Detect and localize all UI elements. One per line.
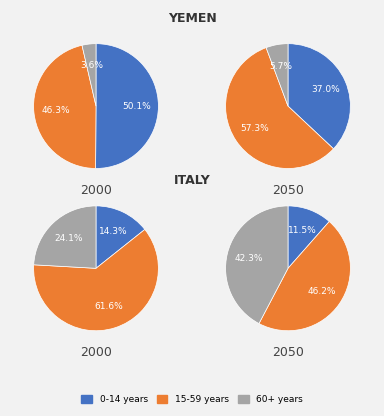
- Text: 14.3%: 14.3%: [99, 227, 128, 236]
- Wedge shape: [288, 206, 329, 268]
- Text: 3.6%: 3.6%: [80, 61, 103, 70]
- Wedge shape: [34, 206, 96, 268]
- Text: 46.3%: 46.3%: [41, 106, 70, 115]
- Wedge shape: [96, 206, 145, 268]
- Text: 61.6%: 61.6%: [94, 302, 122, 312]
- Wedge shape: [226, 206, 288, 324]
- Text: 57.3%: 57.3%: [240, 124, 269, 133]
- Text: 11.5%: 11.5%: [288, 226, 317, 235]
- Text: 42.3%: 42.3%: [234, 254, 263, 263]
- Legend: 0-14 years, 15-59 years, 60+ years: 0-14 years, 15-59 years, 60+ years: [78, 391, 306, 407]
- Text: 2000: 2000: [80, 346, 112, 359]
- Wedge shape: [96, 44, 158, 168]
- Wedge shape: [288, 44, 350, 149]
- Wedge shape: [34, 230, 158, 331]
- Text: 5.7%: 5.7%: [269, 62, 292, 71]
- Wedge shape: [226, 48, 333, 168]
- Wedge shape: [82, 44, 96, 106]
- Text: 37.0%: 37.0%: [311, 85, 339, 94]
- Wedge shape: [259, 221, 350, 331]
- Text: 46.2%: 46.2%: [307, 287, 336, 296]
- Text: 24.1%: 24.1%: [54, 234, 83, 243]
- Text: 2050: 2050: [272, 346, 304, 359]
- Wedge shape: [266, 44, 288, 106]
- Text: YEMEN: YEMEN: [168, 12, 216, 25]
- Text: 2050: 2050: [272, 184, 304, 197]
- Text: 2000: 2000: [80, 184, 112, 197]
- Wedge shape: [34, 45, 96, 168]
- Text: 50.1%: 50.1%: [122, 102, 151, 111]
- Text: ITALY: ITALY: [174, 174, 210, 188]
